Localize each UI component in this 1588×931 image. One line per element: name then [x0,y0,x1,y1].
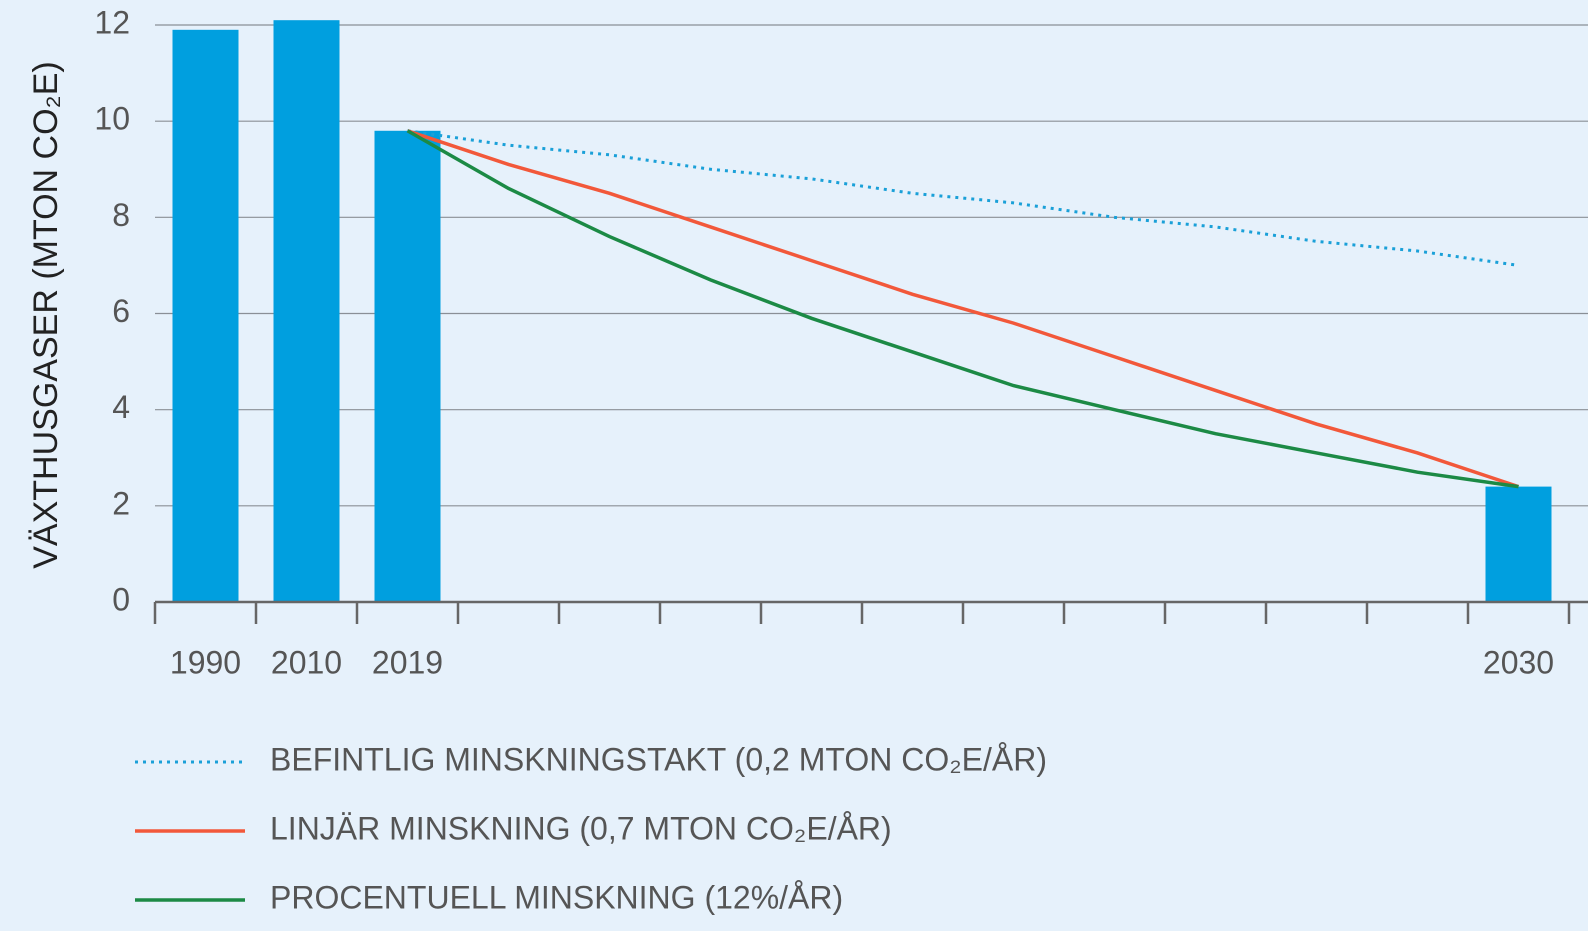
y-tick-label: 12 [94,4,130,40]
bar [374,130,441,603]
y-tick-label: 8 [112,197,130,233]
y-tick-label: 10 [94,101,130,137]
legend-label: LINJÄR MINSKNING (0,7 MTON CO₂E/ÅR) [270,810,892,846]
x-tick-label: 2010 [271,644,342,680]
y-axis-label: VÄXTHUSGASER (MTON CO₂E) [27,61,65,569]
x-tick-label: 2019 [372,644,443,680]
y-tick-label: 4 [112,389,130,425]
x-tick-label: 2030 [1483,644,1554,680]
y-tick-label: 0 [112,581,130,617]
y-tick-label: 2 [112,485,130,521]
bar [273,20,340,603]
bar [1485,486,1552,602]
series-line [406,129,1519,489]
legend-label: BEFINTLIG MINSKNINGSTAKT (0,2 MTON CO₂E/… [270,741,1047,777]
y-tick-label: 6 [112,293,130,329]
series-line [406,129,1520,489]
legend-label: PROCENTUELL MINSKNING (12%/ÅR) [270,879,843,915]
x-tick-label: 1990 [170,644,241,680]
series-line [407,129,1519,267]
bar [172,29,239,602]
